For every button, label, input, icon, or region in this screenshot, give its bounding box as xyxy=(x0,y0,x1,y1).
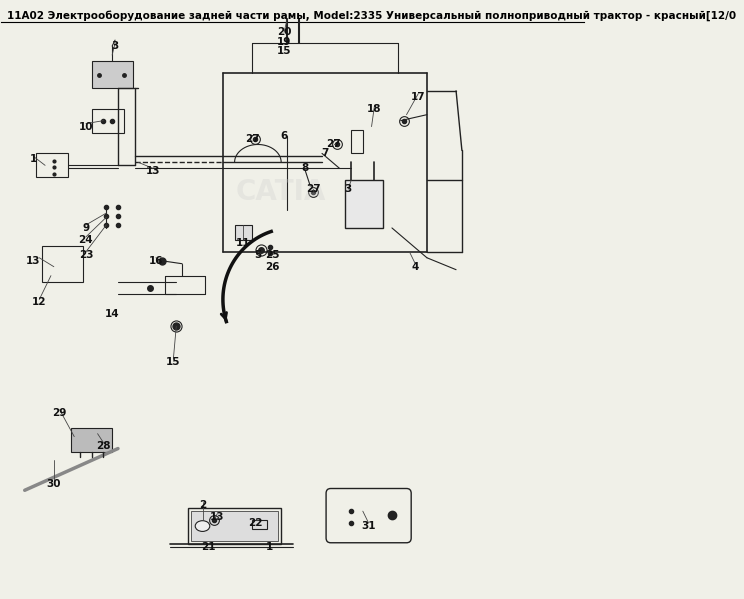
Text: 8: 8 xyxy=(301,164,308,173)
Text: 23: 23 xyxy=(79,250,93,260)
Text: 2: 2 xyxy=(199,500,206,510)
Text: 13: 13 xyxy=(26,256,41,266)
Text: 31: 31 xyxy=(362,521,376,531)
Text: 14: 14 xyxy=(105,310,120,319)
Text: 18: 18 xyxy=(368,104,382,114)
Text: 29: 29 xyxy=(53,408,67,418)
Text: 11: 11 xyxy=(236,238,251,248)
Text: 27: 27 xyxy=(306,184,321,194)
Text: 25: 25 xyxy=(265,250,280,260)
Text: 20: 20 xyxy=(277,28,292,37)
Bar xyxy=(188,508,281,544)
Text: 16: 16 xyxy=(149,256,163,266)
Bar xyxy=(234,225,252,240)
Text: 6: 6 xyxy=(280,131,288,141)
Text: 15: 15 xyxy=(166,357,181,367)
Text: 15: 15 xyxy=(277,47,292,56)
Bar xyxy=(191,511,278,541)
Text: 19: 19 xyxy=(277,37,292,47)
Text: 1: 1 xyxy=(266,542,273,552)
Text: 4: 4 xyxy=(411,262,419,272)
Text: 22: 22 xyxy=(248,518,262,528)
Bar xyxy=(351,129,363,153)
Text: 5: 5 xyxy=(254,250,261,260)
Bar xyxy=(36,153,68,177)
Text: 17: 17 xyxy=(411,92,426,102)
Bar xyxy=(92,61,132,88)
Bar xyxy=(71,428,112,452)
Text: 3: 3 xyxy=(344,184,352,194)
Bar xyxy=(42,246,83,282)
Text: 26: 26 xyxy=(265,262,280,272)
Text: 13: 13 xyxy=(210,512,225,522)
Text: 9: 9 xyxy=(83,223,89,233)
Text: 28: 28 xyxy=(96,441,111,450)
Bar xyxy=(345,180,383,228)
Text: CATIA: CATIA xyxy=(236,178,327,206)
Ellipse shape xyxy=(195,521,210,531)
Text: 24: 24 xyxy=(79,235,93,245)
Text: 27: 27 xyxy=(327,140,341,150)
Text: 10: 10 xyxy=(79,122,93,132)
Bar xyxy=(92,108,124,132)
Text: 7: 7 xyxy=(321,149,329,158)
Text: 12: 12 xyxy=(32,298,47,307)
Text: 30: 30 xyxy=(47,479,61,489)
Text: 11A02 Электрооборудование задней части рамы, Model:2335 Универсальный полноприво: 11A02 Электрооборудование задней части р… xyxy=(7,10,737,21)
Bar xyxy=(252,520,266,529)
Text: 27: 27 xyxy=(245,134,260,144)
Text: 1: 1 xyxy=(30,155,37,164)
Text: 13: 13 xyxy=(146,167,160,176)
Text: 3: 3 xyxy=(112,41,119,51)
Text: 21: 21 xyxy=(201,542,216,552)
